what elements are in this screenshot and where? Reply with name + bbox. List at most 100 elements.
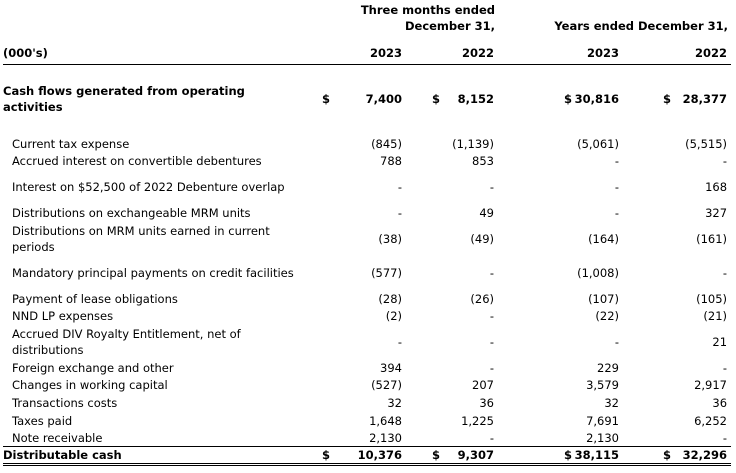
row-label: Distributions on exchangeable MRM units [3, 204, 318, 222]
value: - [722, 154, 728, 169]
value: 168 [705, 180, 728, 195]
value: (1,008) [577, 265, 619, 280]
value: (49) [470, 231, 494, 246]
value: (38) [378, 231, 402, 246]
value: 28,377 [682, 92, 728, 106]
row-label: Distributions on MRM units earned in cur… [3, 222, 318, 256]
value: - [397, 334, 402, 349]
cell: (1,139) [406, 135, 498, 153]
row-label: Payment of lease obligations [3, 290, 318, 308]
unit-label: (000's) [3, 34, 318, 65]
value: 38,115 [574, 448, 619, 463]
value: - [397, 205, 402, 220]
row-label: Current tax expense [3, 135, 318, 153]
row-label: Mandatory principal payments on credit f… [3, 256, 318, 290]
cell: 3,579 [498, 377, 623, 395]
cell: 2,917 [623, 377, 731, 395]
table-row: Accrued DIV Royalty Entitlement, net of … [3, 325, 731, 359]
value: (21) [703, 309, 728, 324]
cash-flow-table: Three months ended December 31, Years en… [3, 0, 732, 467]
label-text: Foreign exchange and other [12, 360, 174, 375]
cell: - [406, 325, 498, 359]
value: 853 [472, 154, 494, 169]
cell: 1,648 [318, 412, 406, 430]
column-header: 2022 [623, 34, 732, 65]
table-row: Mandatory principal payments on credit f… [3, 256, 731, 290]
currency: $ [322, 92, 331, 106]
value: 30,816 [574, 92, 619, 106]
cell: (527) [318, 377, 406, 395]
cell: $7,400 [318, 83, 406, 115]
cell: 49 [406, 204, 498, 222]
value: - [489, 309, 494, 324]
cell: 6,252 [623, 412, 731, 430]
value: (161) [696, 231, 728, 246]
value: (28) [378, 291, 402, 306]
column-header: 2023 [498, 34, 623, 65]
cell: 36 [623, 394, 731, 412]
cell: 327 [623, 204, 731, 222]
label-text: Distributions on MRM units earned in cur… [12, 223, 270, 254]
cell: (2) [318, 307, 406, 325]
cell: $38,115 [498, 446, 623, 467]
header-row: (000's) 2023 2022 2023 2022 [3, 34, 732, 65]
cell: 32 [498, 394, 623, 412]
value: 2,130 [586, 430, 619, 445]
table-row: Accrued interest on convertible debentur… [3, 153, 731, 171]
table-row: Interest on $52,500 of 2022 Debenture ov… [3, 170, 731, 204]
cell: 207 [406, 377, 498, 395]
value: 229 [597, 360, 619, 375]
cell: 2,130 [498, 429, 623, 447]
cell: - [498, 325, 623, 359]
blank [3, 115, 731, 135]
value: 1,225 [461, 413, 494, 428]
value: 32,296 [682, 448, 728, 463]
value: 1,648 [369, 413, 402, 428]
cell: 229 [498, 359, 623, 377]
cell: - [406, 170, 498, 204]
cell: $9,307 [406, 446, 498, 467]
cell: - [318, 204, 406, 222]
blank [3, 0, 318, 17]
cell: (26) [406, 290, 498, 308]
cell: (161) [623, 222, 731, 256]
label-text: Cash flows generated from operating acti… [3, 84, 245, 114]
cell: - [498, 153, 623, 171]
value: - [489, 265, 494, 280]
value: 7,400 [365, 92, 402, 106]
value: 36 [479, 395, 494, 410]
label-text: Changes in working capital [12, 378, 168, 393]
cell: 2,130 [318, 429, 406, 447]
cell: $28,377 [623, 83, 731, 115]
currency: $ [432, 92, 441, 106]
row-label: NND LP expenses [3, 307, 318, 325]
cell: $10,376 [318, 446, 406, 467]
cell: $32,296 [623, 446, 732, 467]
label-text: Mandatory principal payments on credit f… [12, 265, 294, 280]
value: 2,917 [694, 378, 728, 393]
value: 3,579 [586, 378, 619, 393]
cell: - [406, 359, 498, 377]
value: (1,139) [452, 136, 494, 151]
currency: $ [663, 448, 672, 463]
value: - [614, 205, 619, 220]
currency: $ [663, 92, 672, 106]
value: 6,252 [694, 413, 728, 428]
cell: - [623, 256, 731, 290]
value: - [489, 334, 494, 349]
group-header: Three months ended December 31, [360, 3, 495, 33]
cell: - [498, 204, 623, 222]
cell: (38) [318, 222, 406, 256]
cell: (105) [623, 290, 731, 308]
value: (527) [371, 378, 402, 393]
row-label: Transactions costs [3, 394, 318, 412]
spacer [3, 64, 731, 83]
currency: $ [564, 92, 573, 106]
value: 788 [380, 154, 402, 169]
row-label: Accrued interest on convertible debentur… [3, 153, 318, 171]
value: (22) [595, 309, 619, 324]
label-text: Interest on $52,500 of 2022 Debenture ov… [12, 180, 285, 195]
value: 32 [604, 395, 619, 410]
cell: (1,008) [498, 256, 623, 290]
currency: $ [322, 448, 331, 463]
